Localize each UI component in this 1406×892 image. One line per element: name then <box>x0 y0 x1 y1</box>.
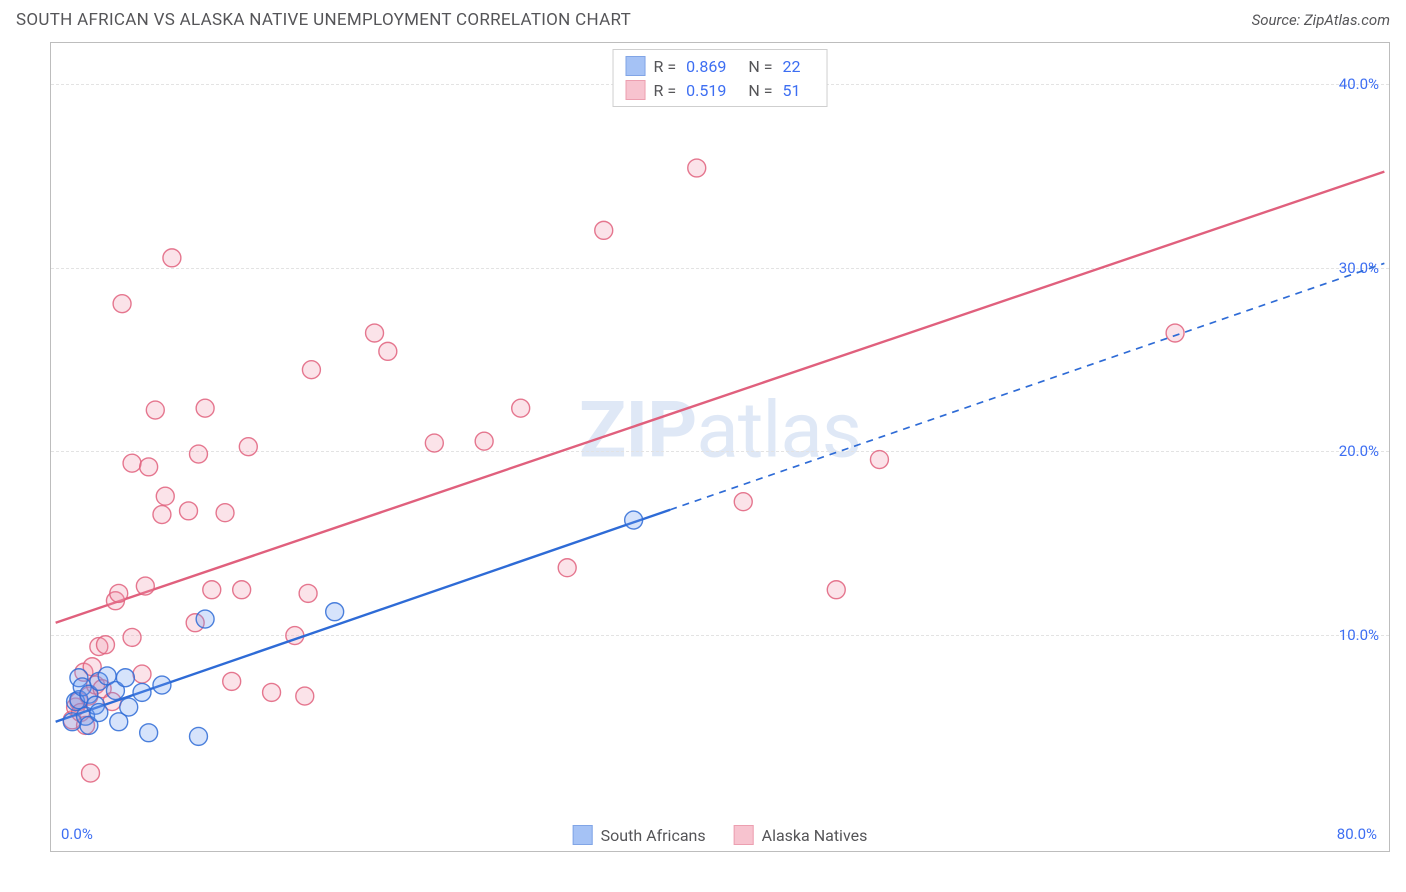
data-point[interactable] <box>190 727 208 745</box>
legend-swatch-blue <box>626 56 646 76</box>
data-point[interactable] <box>299 584 317 602</box>
data-point[interactable] <box>96 636 114 654</box>
data-point[interactable] <box>146 401 164 419</box>
legend-stats: R = 0.869 N = 22 R = 0.519 N = 51 <box>613 49 828 107</box>
data-point[interactable] <box>827 581 845 599</box>
data-point[interactable] <box>123 628 141 646</box>
watermark: ZIPatlas <box>579 385 861 476</box>
data-point[interactable] <box>120 698 138 716</box>
data-point[interactable] <box>512 399 530 417</box>
legend-swatch-pink <box>626 80 646 100</box>
data-point[interactable] <box>133 665 151 683</box>
data-point[interactable] <box>116 669 134 687</box>
n-value-1: 51 <box>782 81 800 100</box>
legend-swatch-pink <box>734 825 754 845</box>
y-tick-label: 10.0% <box>1339 626 1379 644</box>
data-point[interactable] <box>558 559 576 577</box>
data-point[interactable] <box>140 724 158 742</box>
data-point[interactable] <box>180 502 198 520</box>
chart-source: Source: ZipAtlas.com <box>1252 11 1390 29</box>
data-point[interactable] <box>203 581 221 599</box>
n-label: N = <box>748 81 772 100</box>
data-point[interactable] <box>163 249 181 267</box>
data-point[interactable] <box>286 627 304 645</box>
data-point[interactable] <box>688 159 706 177</box>
r-label: R = <box>654 81 677 100</box>
data-point[interactable] <box>82 764 100 782</box>
data-point[interactable] <box>133 683 151 701</box>
data-point[interactable] <box>263 683 281 701</box>
scatter-plot <box>51 43 1389 851</box>
n-value-0: 22 <box>782 57 800 76</box>
data-point[interactable] <box>595 221 613 239</box>
data-point[interactable] <box>366 324 384 342</box>
data-point[interactable] <box>136 577 154 595</box>
legend-stats-row-1: R = 0.519 N = 51 <box>626 78 815 102</box>
legend-item-0[interactable]: South Africans <box>573 825 706 845</box>
data-point[interactable] <box>870 451 888 469</box>
data-point[interactable] <box>140 458 158 476</box>
watermark-rest: atlas <box>696 385 861 476</box>
data-point[interactable] <box>156 487 174 505</box>
data-point[interactable] <box>110 584 128 602</box>
data-point[interactable] <box>296 687 314 705</box>
data-point[interactable] <box>425 434 443 452</box>
legend-series: South Africans Alaska Natives <box>573 825 868 845</box>
legend-label-1: Alaska Natives <box>762 826 868 845</box>
data-point[interactable] <box>625 511 643 529</box>
data-point[interactable] <box>475 432 493 450</box>
n-label: N = <box>748 57 772 76</box>
r-label: R = <box>654 57 677 76</box>
data-point[interactable] <box>123 454 141 472</box>
data-point[interactable] <box>223 672 241 690</box>
legend-swatch-blue <box>573 825 593 845</box>
data-point[interactable] <box>239 438 257 456</box>
x-tick-min: 0.0% <box>61 825 93 843</box>
data-point[interactable] <box>1166 324 1184 342</box>
legend-label-0: South Africans <box>601 826 706 845</box>
data-point[interactable] <box>216 504 234 522</box>
data-point[interactable] <box>196 399 214 417</box>
data-point[interactable] <box>734 493 752 511</box>
legend-stats-row-0: R = 0.869 N = 22 <box>626 54 815 78</box>
y-tick-label: 40.0% <box>1339 75 1379 93</box>
x-tick-max: 80.0% <box>1337 825 1377 843</box>
y-tick-label: 30.0% <box>1339 259 1379 277</box>
data-point[interactable] <box>233 581 251 599</box>
chart-title: SOUTH AFRICAN VS ALASKA NATIVE UNEMPLOYM… <box>16 10 631 30</box>
data-point[interactable] <box>190 445 208 463</box>
data-point[interactable] <box>90 704 108 722</box>
legend-item-1[interactable]: Alaska Natives <box>734 825 868 845</box>
data-point[interactable] <box>379 342 397 360</box>
data-point[interactable] <box>196 610 214 628</box>
data-point[interactable] <box>153 676 171 694</box>
r-value-0: 0.869 <box>686 57 726 76</box>
y-tick-label: 20.0% <box>1339 442 1379 460</box>
data-point[interactable] <box>153 506 171 524</box>
r-value-1: 0.519 <box>686 81 726 100</box>
chart-plot-area: ZIPatlas 10.0% 20.0% 30.0% 40.0% R = 0.869 … <box>50 42 1390 852</box>
data-point[interactable] <box>326 603 344 621</box>
data-point[interactable] <box>302 361 320 379</box>
data-point[interactable] <box>113 295 131 313</box>
watermark-bold: ZIP <box>579 385 696 476</box>
